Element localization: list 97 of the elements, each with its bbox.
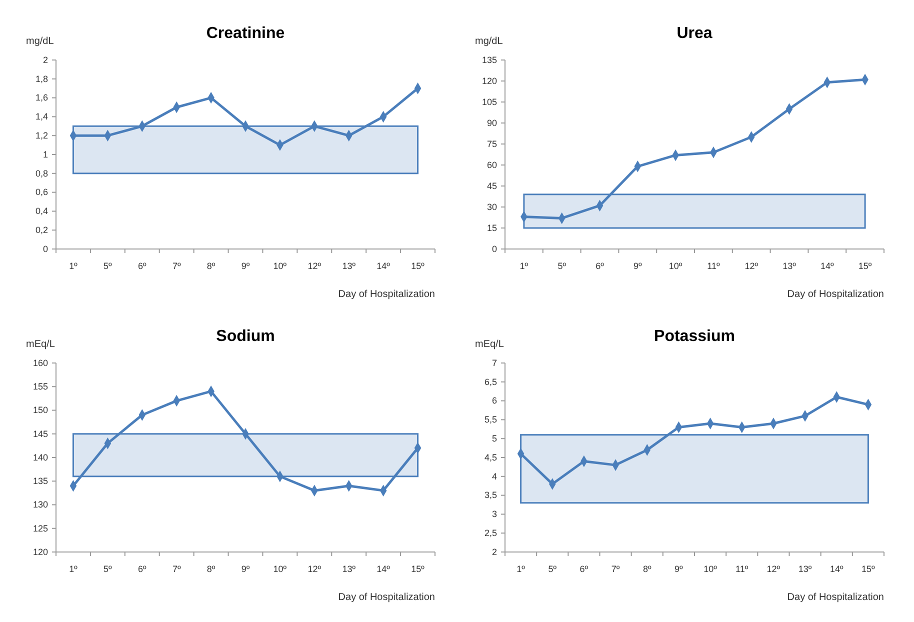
y-tick-label: 75 (486, 138, 497, 149)
y-axis-title: mg/dL (26, 36, 54, 47)
y-tick-label: 1,6 (35, 92, 48, 103)
chart-title: Potassium (654, 328, 735, 345)
y-axis-title: mEq/L (475, 339, 504, 350)
x-tick-label: 13º (798, 564, 812, 574)
x-tick-label: 6º (138, 564, 147, 574)
x-tick-label: 1º (69, 564, 78, 574)
y-tick-label: 0,6 (35, 187, 48, 198)
x-tick-label: 7º (172, 261, 182, 271)
y-tick-label: 130 (32, 500, 48, 510)
y-tick-label: 120 (482, 76, 497, 86)
x-tick-label: 7º (611, 564, 620, 574)
y-tick-label: 2 (492, 546, 497, 557)
x-axis-title: Day of Hospitalization (338, 592, 435, 603)
y-tick-label: 1 (42, 149, 48, 160)
y-tick-label: 15 (486, 222, 497, 233)
y-tick-label: 0 (492, 244, 497, 254)
x-tick-label: 13º (782, 261, 797, 271)
x-axis-title: Day of Hospitalization (787, 592, 884, 603)
x-tick-label: 10º (273, 564, 288, 574)
y-tick-label: 90 (486, 118, 497, 128)
y-tick-label: 160 (32, 358, 48, 368)
y-tick-label: 30 (486, 202, 497, 212)
x-tick-label: 6º (580, 564, 589, 574)
y-tick-label: 0 (42, 244, 48, 254)
x-tick-label: 14º (830, 564, 844, 574)
x-tick-label: 5º (558, 261, 567, 271)
y-tick-label: 4 (492, 471, 497, 482)
y-tick-label: 7 (492, 358, 497, 368)
x-tick-label: 7º (172, 564, 182, 574)
x-tick-label: 9º (634, 261, 643, 271)
y-tick-label: 125 (32, 523, 48, 534)
y-tick-label: 5,5 (484, 414, 497, 425)
y-tick-label: 1,4 (35, 112, 48, 122)
x-tick-label: 8º (206, 564, 216, 574)
x-tick-label: 12º (744, 261, 759, 271)
x-tick-label: 15º (411, 564, 426, 574)
y-axis-title: mg/dL (475, 36, 504, 47)
y-tick-label: 45 (486, 180, 497, 191)
x-axis-title: Day of Hospitalization (338, 289, 435, 300)
x-tick-label: 13º (342, 261, 356, 271)
y-tick-label: 3 (492, 509, 497, 520)
y-tick-label: 155 (32, 382, 48, 392)
y-tick-label: 120 (32, 546, 48, 557)
y-axis-title: mEq/L (26, 339, 56, 350)
x-tick-label: 14º (820, 261, 835, 271)
x-tick-label: 11º (736, 564, 749, 574)
x-tick-label: 15º (862, 564, 876, 574)
y-tick-label: 135 (482, 54, 497, 65)
y-tick-label: 135 (32, 476, 48, 486)
x-tick-label: 5º (104, 261, 113, 271)
chart-title: Creatinine (206, 25, 285, 42)
y-tick-label: 145 (32, 428, 48, 439)
x-tick-label: 5º (548, 564, 558, 574)
x-tick-label: 10º (668, 261, 683, 271)
x-tick-label: 1º (516, 564, 526, 574)
y-tick-label: 0,8 (35, 168, 48, 178)
x-tick-label: 10º (273, 261, 288, 271)
x-tick-label: 14º (376, 564, 391, 574)
x-tick-label: 11º (707, 261, 720, 271)
y-tick-label: 150 (32, 405, 48, 416)
x-tick-label: 6º (596, 261, 605, 271)
x-tick-label: 5º (104, 564, 113, 574)
x-tick-label: 1º (69, 261, 78, 271)
y-tick-label: 2 (42, 54, 48, 65)
y-tick-label: 1,2 (35, 130, 48, 140)
y-tick-label: 2,5 (484, 528, 497, 538)
chart-title: Urea (676, 25, 712, 42)
y-tick-label: 6 (492, 396, 497, 406)
y-tick-label: 140 (32, 452, 48, 462)
x-tick-label: 12º (308, 564, 322, 574)
x-tick-label: 13º (342, 564, 356, 574)
x-tick-label: 12º (766, 564, 781, 574)
chart-title: Sodium (216, 328, 275, 345)
x-tick-label: 9º (241, 261, 250, 271)
y-tick-label: 4,5 (484, 452, 497, 462)
y-tick-label: 1,8 (35, 74, 48, 84)
x-tick-label: 8º (642, 564, 652, 574)
y-tick-label: 0,4 (35, 206, 48, 216)
y-tick-label: 5 (492, 433, 497, 444)
y-tick-label: 105 (482, 96, 497, 107)
x-tick-label: 6º (138, 261, 147, 271)
x-tick-label: 1º (520, 261, 529, 271)
y-tick-label: 6,5 (484, 376, 497, 387)
x-tick-label: 15º (858, 261, 872, 271)
x-tick-label: 15º (411, 261, 426, 271)
x-tick-label: 12º (308, 261, 322, 271)
x-axis-title: Day of Hospitalization (787, 289, 884, 300)
x-tick-label: 10º (704, 564, 718, 574)
y-tick-label: 60 (486, 160, 497, 170)
y-tick-label: 0,2 (35, 224, 48, 235)
y-tick-label: 3,5 (484, 490, 497, 500)
x-tick-label: 9º (241, 564, 250, 574)
x-tick-label: 9º (674, 564, 684, 574)
x-tick-label: 14º (376, 261, 391, 271)
x-tick-label: 8º (206, 261, 216, 271)
